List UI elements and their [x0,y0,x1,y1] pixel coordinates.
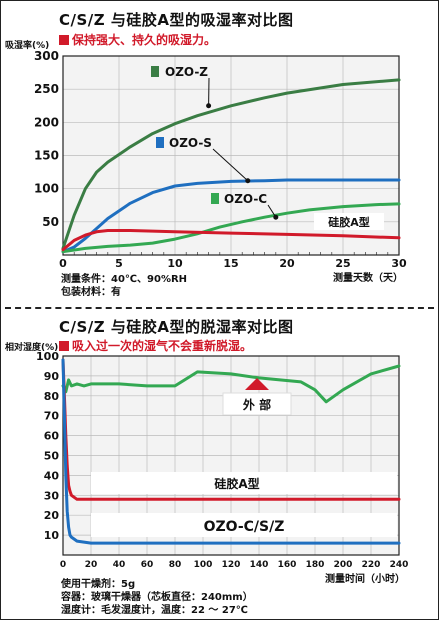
chart-1-legend-swatch-1 [151,66,159,77]
chart-1-legend-swatch-2 [156,137,164,148]
chart-1-x-tick-label: 5 [115,257,123,270]
chart-2-x-tick-label: 20 [85,560,98,570]
chart-2-ozo-label: OZO-C/S/Z [204,519,285,535]
chart-2-y-tick-label: 90 [44,370,60,383]
chart-2-y-tick-label: 30 [44,489,60,502]
chart-1-leader-dot-3 [273,215,278,220]
chart-1-x-tick-label: 15 [223,257,238,270]
chart-1-leader-dot-2 [245,178,250,183]
chart-2-y-tick-label: 40 [44,469,60,482]
chart-1-series-label-2: OZO-S [169,136,212,150]
chart-1-silica-label: 硅胶A型 [328,215,370,229]
chart-2-x-tick-label: 0 [60,560,66,570]
chart-2-x-tick-label: 100 [194,560,213,570]
chart-1-y-tick-label: 50 [42,215,59,229]
chart-2-x-tick-label: 60 [141,560,154,570]
chart-1-leader-dot-1 [206,103,211,108]
chart-2-y-tick-label: 60 [44,430,60,443]
chart-2-x-tick-label: 140 [250,560,269,570]
chart-1-y-tick-label: 150 [34,149,59,163]
chart-1-series-label-1: OZO-Z [165,65,208,79]
chart-1-x-tick-label: 30 [391,257,407,270]
chart-1-x-tick-label: 0 [59,257,67,270]
chart-1-x-label: 测量天数（天） [333,271,403,284]
chart-2-y-tick-label: 80 [44,390,60,403]
chart-1-x-tick-label: 20 [279,257,295,270]
chart-2-y-tick-label: 20 [44,509,60,522]
chart-1-y-tick-label: 250 [34,82,59,96]
chart-2-x-tick-label: 200 [334,560,353,570]
chart-1-x-tick-label: 25 [335,257,350,270]
chart-1-y-tick-label: 200 [34,115,59,129]
chart-1-legend-swatch-3 [211,193,219,204]
chart-2-silica-label: 硅胶A型 [214,476,259,491]
chart-1-x-tick-label: 10 [167,257,183,270]
chart-2-x-tick-label: 180 [306,560,325,570]
chart-2-y-tick-label: 70 [44,410,60,423]
chart-2-outside-label: 外 部 [243,397,271,412]
chart-1-y-tick-label: 100 [34,182,59,196]
chart-2-x-tick-label: 220 [362,560,381,570]
chart-1-y-tick-label: 300 [34,49,59,63]
chart-2-y-tick-label: 10 [44,529,60,542]
chart-2-y-tick-label: 100 [36,350,59,363]
chart-2-x-label: 测量时间（小时） [325,572,405,585]
chart-2-x-tick-label: 120 [222,560,241,570]
chart-2-x-tick-label: 160 [278,560,297,570]
chart-2-y-tick-label: 50 [44,450,60,463]
chart-2-x-tick-label: 80 [169,560,182,570]
chart-2-x-tick-label: 40 [113,560,126,570]
chart-1-series-label-3: OZO-C [224,192,267,206]
chart-2-x-tick-label: 240 [390,560,409,570]
